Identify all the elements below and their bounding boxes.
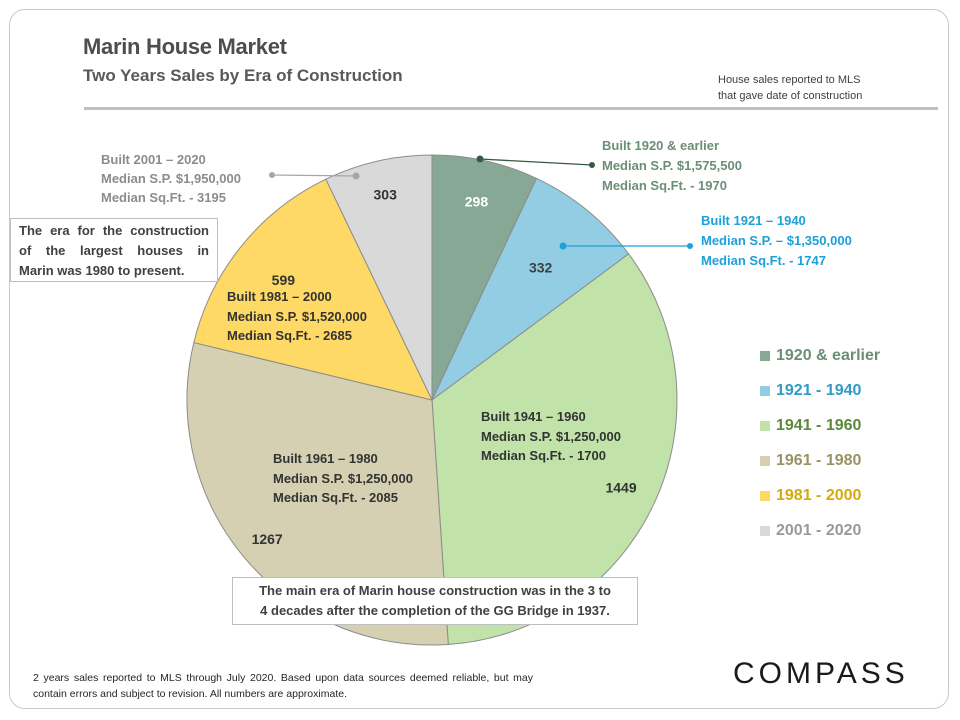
source-note: House sales reported to MLS that gave da…: [718, 72, 918, 104]
compass-logo: COMPASS: [733, 657, 909, 690]
leader-dot-1920-end: [589, 162, 595, 168]
legend-item: 1920 & earlier: [760, 338, 880, 373]
legend-item: 1981 - 2000: [760, 478, 880, 513]
legend-swatch: [760, 525, 770, 536]
legend-swatch: [760, 455, 770, 466]
leader-dot-2001-end: [269, 172, 275, 178]
source-note-line: House sales reported to MLS: [718, 74, 861, 86]
legend-swatch: [760, 385, 770, 396]
callout-2001-2020: Built 2001 – 2020 Median S.P. $1,950,000…: [101, 150, 241, 207]
slide-frame: [9, 9, 949, 709]
legend-label: 1961 - 1980: [776, 451, 862, 469]
callout-1981-2000: Built 1981 – 2000 Median S.P. $1,520,000…: [227, 287, 367, 346]
callout-line: Median S.P. $1,950,000: [101, 171, 241, 186]
data-label: 332: [529, 259, 553, 275]
callout-line: Median S.P. $1,250,000: [273, 470, 413, 486]
callout-1921-1940: Built 1921 – 1940 Median S.P. – $1,350,0…: [701, 211, 852, 271]
data-label: 303: [374, 187, 398, 203]
callout-line: Median S.P. $1,250,000: [481, 428, 621, 444]
leader-dot-2001: [352, 172, 360, 180]
pie-slice-1941-1960: [431, 253, 678, 645]
legend-label: 1921 - 1940: [776, 381, 862, 399]
callout-line: Median Sq.Ft. - 1970: [602, 178, 727, 193]
callout-line: Built 1941 – 1960: [481, 409, 586, 424]
legend-item: 1921 - 1940: [760, 373, 880, 408]
annotation-line: of the largest houses in: [19, 243, 209, 258]
chart-legend: 1920 & earlier 1921 - 1940 1941 - 1960 1…: [760, 338, 880, 548]
callout-line: Built 1981 – 2000: [227, 289, 332, 304]
source-note-line: that gave date of construction: [718, 90, 863, 102]
callout-line: Median Sq.Ft. - 1747: [701, 253, 826, 268]
callout-line: Built 2001 – 2020: [101, 152, 206, 167]
legend-swatch: [760, 490, 770, 501]
annotation-line: Marin was 1980 to present.: [19, 263, 185, 278]
annotation-main-era: The main era of Marin house construction…: [232, 577, 638, 625]
annotation-line: The era for the construction: [19, 223, 209, 238]
leader-dot-1920: [476, 155, 484, 163]
pie-slice-1961-1980: [186, 341, 449, 646]
legend-swatch: [760, 350, 770, 361]
header-divider: [84, 107, 938, 110]
annotation-line: 4 decades after the completion of the GG…: [260, 603, 610, 618]
annotation-largest-houses: The era for the construction of the larg…: [10, 218, 218, 282]
data-label: 599: [272, 272, 296, 288]
page-title: Marin House Market: [83, 34, 287, 59]
callout-line: Median S.P. $1,575,500: [602, 158, 742, 173]
data-label: 1449: [605, 479, 636, 495]
footer-disclaimer: 2 years sales reported to MLS through Ju…: [33, 672, 533, 700]
legend-swatch: [760, 420, 770, 431]
leader-line-1920: [479, 158, 593, 166]
callout-line: Median Sq.Ft. - 3195: [101, 190, 226, 205]
data-label: 298: [465, 194, 489, 210]
callout-1941-1960: Built 1941 – 1960 Median S.P. $1,250,000…: [481, 407, 621, 466]
callout-line: Median Sq.Ft. - 2085: [273, 490, 398, 505]
callout-line: Built 1921 – 1940: [701, 213, 806, 228]
legend-label: 1981 - 2000: [776, 486, 862, 504]
leader-dot-1921-end: [687, 243, 693, 249]
callout-line: Built 1961 – 1980: [273, 451, 378, 466]
pie-slice-1920-earlier: [431, 154, 538, 401]
legend-label: 2001 - 2020: [776, 521, 862, 539]
callout-line: Median Sq.Ft. - 1700: [481, 448, 606, 463]
legend-item: 1941 - 1960: [760, 408, 880, 443]
legend-item: 1961 - 1980: [760, 443, 880, 478]
callout-line: Median S.P. – $1,350,000: [701, 233, 852, 248]
legend-label: 1941 - 1960: [776, 416, 862, 434]
callout-1920-earlier: Built 1920 & earlier Median S.P. $1,575,…: [602, 136, 742, 196]
leader-line-2001: [271, 174, 357, 177]
annotation-line: The main era of Marin house construction…: [259, 583, 611, 598]
pie-slice-2001-2020: [325, 154, 433, 401]
data-label: 1267: [252, 531, 283, 547]
pie-slice-1921-1940: [431, 177, 630, 401]
legend-item: 2001 - 2020: [760, 513, 880, 548]
legend-label: 1920 & earlier: [776, 346, 881, 364]
callout-line: Built 1920 & earlier: [602, 138, 720, 153]
callout-line: Median S.P. $1,520,000: [227, 308, 367, 324]
leader-dot-1921: [559, 242, 567, 250]
callout-1961-1980: Built 1961 – 1980 Median S.P. $1,250,000…: [273, 449, 413, 508]
pie-slice-1981-2000: [193, 178, 433, 401]
callout-line: Median Sq.Ft. - 2685: [227, 328, 352, 343]
page-subtitle: Two Years Sales by Era of Construction: [83, 66, 403, 85]
